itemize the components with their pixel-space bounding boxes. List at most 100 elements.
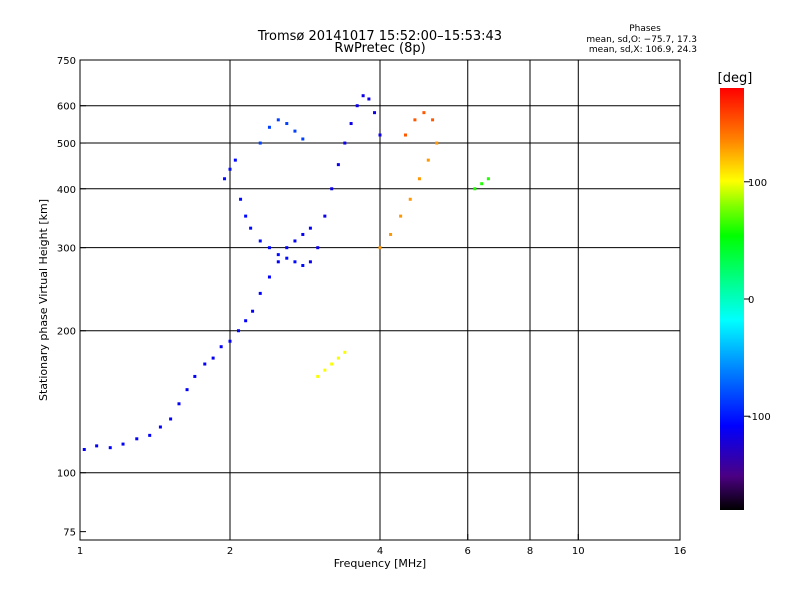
x-tick-label: 10: [572, 546, 585, 557]
y-tick-label: 600: [57, 102, 76, 113]
data-point: [169, 417, 173, 421]
data-point: [258, 141, 262, 145]
data-point: [361, 94, 365, 98]
data-point: [148, 433, 152, 437]
data-point: [349, 122, 353, 126]
data-point: [267, 125, 271, 129]
data-point: [413, 118, 417, 122]
x-tick-label: 4: [377, 546, 383, 557]
x-tick-label: 16: [674, 546, 687, 557]
colorbar-tick-label: 100: [748, 178, 767, 189]
data-point: [228, 339, 232, 343]
axis-ticks: 1 2 4 6 8 10 16 75 100 200 300 400 500 600 750: [57, 56, 686, 557]
data-point: [301, 137, 305, 141]
grid: [80, 60, 680, 540]
scatter-points: [82, 94, 490, 451]
data-point: [431, 118, 435, 122]
data-point: [82, 447, 86, 451]
data-point: [267, 246, 271, 250]
data-point: [399, 214, 403, 218]
x-tick-label: 1: [77, 546, 83, 557]
data-point: [308, 260, 312, 264]
data-point: [228, 167, 232, 171]
data-point: [276, 253, 280, 257]
data-point: [323, 368, 327, 372]
data-point: [211, 356, 215, 360]
data-point: [95, 444, 99, 448]
data-point: [219, 345, 223, 349]
data-point: [336, 356, 340, 360]
data-point: [285, 256, 289, 260]
colorbar-label: [deg]: [718, 71, 753, 86]
data-point: [343, 350, 347, 354]
data-point: [378, 246, 382, 250]
data-point: [473, 187, 477, 191]
data-point: [323, 214, 327, 218]
data-point: [435, 141, 439, 145]
y-tick-label: 200: [57, 327, 76, 338]
annotation-line2: mean, sd,X: 106.9, 24.3: [589, 45, 697, 55]
colorbar-tick-label: 0: [748, 295, 754, 306]
y-tick-label: 400: [57, 185, 76, 196]
data-point: [293, 129, 297, 133]
data-point: [408, 197, 412, 201]
data-point: [285, 122, 289, 126]
data-point: [301, 264, 305, 268]
data-point: [301, 232, 305, 236]
data-point: [417, 177, 421, 181]
data-point: [378, 133, 382, 137]
data-point: [422, 111, 426, 115]
colorbar: [720, 88, 744, 510]
annotation-title: Phases: [629, 24, 661, 34]
data-point: [267, 275, 271, 279]
annotation-line1: mean, sd,O: −75.7, 17.3: [586, 35, 697, 45]
data-point: [276, 118, 280, 122]
colorbar-tick-label: -100: [748, 412, 771, 423]
y-axis-label: Stationary phase Virtual Height [km]: [37, 199, 50, 401]
data-point: [203, 362, 207, 366]
x-tick-label: 6: [465, 546, 471, 557]
data-point: [121, 442, 125, 446]
data-point: [373, 111, 377, 115]
y-tick-label: 500: [57, 139, 76, 150]
data-point: [293, 239, 297, 243]
colorbar-ticks: 100 0 -100: [744, 178, 771, 423]
y-tick-label: 300: [57, 244, 76, 255]
data-point: [330, 362, 334, 366]
data-point: [223, 177, 227, 181]
chart-subtitle: RwPretec (8p): [334, 41, 425, 56]
x-tick-label: 2: [227, 546, 233, 557]
data-point: [486, 177, 490, 181]
data-point: [285, 246, 289, 250]
data-point: [193, 374, 197, 378]
data-point: [389, 232, 393, 236]
data-point: [185, 388, 189, 392]
x-axis-label: Frequency [MHz]: [334, 557, 426, 570]
data-point: [177, 402, 181, 406]
chart-title: Tromsø 20141017 15:52:00–15:53:43: [257, 29, 502, 44]
data-point: [276, 260, 280, 264]
data-point: [239, 197, 243, 201]
data-point: [316, 374, 320, 378]
data-point: [249, 226, 253, 230]
data-point: [258, 239, 262, 243]
data-point: [108, 446, 112, 450]
data-point: [251, 309, 255, 313]
data-point: [316, 246, 320, 250]
y-tick-label: 75: [63, 528, 76, 539]
data-point: [426, 158, 430, 162]
data-point: [244, 214, 248, 218]
data-point: [343, 141, 347, 145]
data-point: [293, 260, 297, 264]
data-point: [236, 329, 240, 333]
data-point: [367, 97, 371, 101]
data-point: [480, 182, 484, 186]
data-point: [244, 319, 248, 323]
y-tick-label: 750: [57, 56, 76, 67]
data-point: [355, 104, 359, 108]
data-point: [330, 187, 334, 191]
data-point: [135, 437, 139, 441]
data-point: [308, 226, 312, 230]
y-tick-label: 100: [57, 469, 76, 480]
